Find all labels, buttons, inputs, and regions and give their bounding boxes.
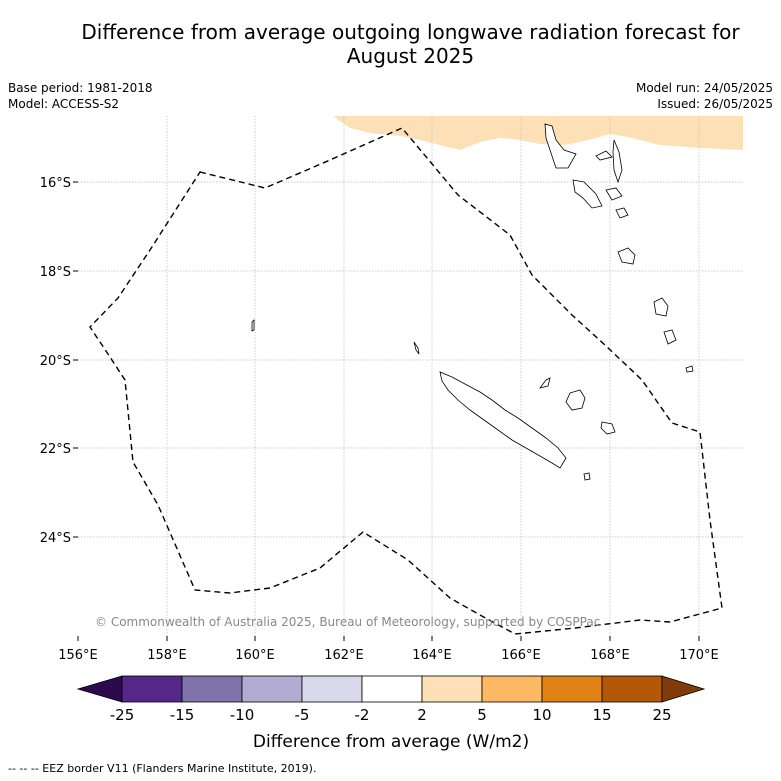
vanuatu-islands [544,123,694,373]
colorbar-segment [481,675,543,703]
y-tick-label: 24°S [40,531,71,546]
colorbar-min-extension [76,675,123,703]
y-tick-label: 20°S [40,354,71,369]
eez-border [89,127,723,635]
chesterfield-island [251,319,255,332]
colorbar-tick-label: 10 [532,706,551,724]
title-line-2: August 2025 [346,44,475,68]
ouvea-island [539,377,551,389]
colorbar-segment [601,675,663,703]
colorbar-tick-label: -15 [170,706,195,724]
epi-island [615,207,629,219]
base-period: Base period: 1981-2018 [8,81,153,95]
y-tick-label: 16°S [40,176,71,191]
metadata-right: Model run: 24/05/2025 Issued: 26/05/2025 [636,80,773,112]
gridlines [78,116,743,636]
colorbar-ticks: -25 -15 -10 -5 -2 2 5 10 15 25 [110,706,672,724]
metadata-left: Base period: 1981-2018 Model: ACCESS-S2 [8,80,153,112]
pentecost-island [612,139,623,184]
new-caledonia-grande-terre [439,371,567,469]
issued-date: Issued: 26/05/2025 [657,97,773,111]
x-tick-label: 156°E [58,648,98,663]
lifou-island [565,389,586,411]
x-tick-label: 170°E [679,648,719,663]
colorbar-tick-label: -5 [295,706,310,724]
colorbar-label: Difference from average (W/m2) [253,732,529,752]
copyright-notice: © Commonwealth of Australia 2025, Bureau… [95,615,600,629]
x-axis: 156°E 158°E 160°E 162°E 164°E 166°E 168°… [58,636,719,663]
colorbar-tick-label: -2 [355,706,370,724]
colorbar-tick-label: 15 [592,706,611,724]
colorbar-segment [361,675,423,703]
isle-of-pines [583,472,591,481]
map-background [78,116,743,636]
x-tick-label: 166°E [501,648,541,663]
colorbar-max-extension [661,675,706,703]
tanna-island [653,297,669,317]
ambrym-island [605,187,623,201]
x-tick-label: 158°E [147,648,187,663]
malekula-island [572,179,603,209]
y-tick-label: 18°S [40,265,71,280]
colorbar-segment [541,675,603,703]
colorbar-segment [181,675,243,703]
y-tick-label: 22°S [40,442,71,457]
x-tick-label: 168°E [590,648,630,663]
espiritu-santo [544,123,577,169]
colorbar-tick-label: -25 [110,706,135,724]
x-tick-label: 164°E [412,648,452,663]
colorbar-tick-label: -10 [230,706,255,724]
aneityum-island [663,329,677,345]
efate-island [617,247,636,265]
colorbar-segment [121,675,183,703]
eez-legend-note: -- -- -- EEZ border V11 (Flanders Marine… [8,762,317,775]
colorbar-tick-label: 2 [417,706,427,724]
model-name: Model: ACCESS-S2 [8,97,120,111]
map-title: Difference from average outgoing longwav… [40,20,781,68]
erromango-island [685,365,694,373]
colorbar-segment [301,675,363,703]
colorbar-segment [421,675,483,703]
x-tick-label: 162°E [324,648,364,663]
y-axis: 16°S 18°S 20°S 22°S 24°S [40,176,78,546]
mare-island [600,421,616,435]
colorbar-tick-label: 5 [477,706,487,724]
colorbar-tick-label: 25 [652,706,671,724]
colorbar-segment [241,675,303,703]
model-run: Model run: 24/05/2025 [635,81,773,95]
anomaly-region-2-to-5 [333,116,743,150]
colorbar [76,675,706,703]
title-line-1: Difference from average outgoing longwav… [81,20,740,44]
malo-island [595,150,613,161]
belep-islands [413,341,420,355]
x-tick-label: 160°E [235,648,275,663]
